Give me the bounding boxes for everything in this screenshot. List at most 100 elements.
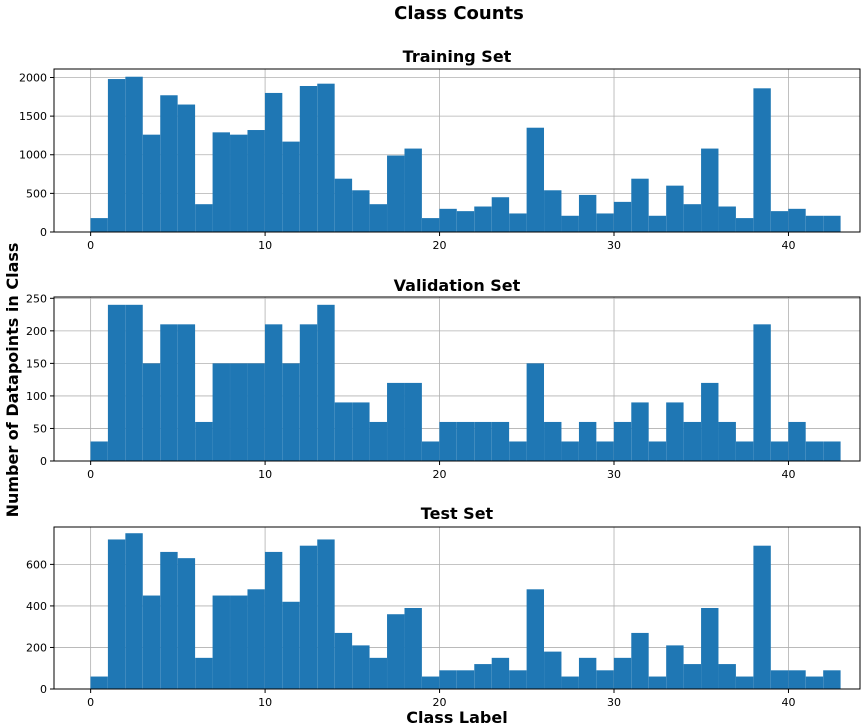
training-set-bar <box>735 218 754 232</box>
training-set-bar <box>578 194 597 232</box>
test-set-bar <box>439 670 457 689</box>
validation-set-bar <box>474 421 492 461</box>
test-set-bar <box>230 595 248 689</box>
test-set-bar <box>666 645 684 689</box>
test-set-title: Test Set <box>421 504 494 523</box>
test-set-bar <box>195 657 213 689</box>
training-set-xtick-label: 10 <box>258 239 272 252</box>
validation-set-bar <box>561 441 579 461</box>
validation-set-xtick-label: 40 <box>781 468 795 481</box>
validation-set-bar <box>160 324 178 461</box>
training-set-bar <box>282 141 300 232</box>
training-set-bar <box>753 88 771 232</box>
test-set-bar <box>683 664 702 689</box>
training-set-bar <box>718 206 736 232</box>
training-set-bar <box>544 190 562 232</box>
training-set-bar <box>317 83 335 232</box>
test-set-bar <box>404 608 422 689</box>
test-set-bar <box>578 657 597 689</box>
test-set-bar <box>177 558 196 689</box>
test-set-bar <box>544 651 562 689</box>
test-set-bar <box>648 676 667 689</box>
validation-set-bar <box>491 421 510 461</box>
validation-set-bar <box>334 402 353 461</box>
test-set-xtick-label: 30 <box>607 696 621 709</box>
training-set-bar <box>823 215 841 232</box>
test-set-ytick-label: 400 <box>26 600 47 613</box>
validation-set-bar <box>456 421 475 461</box>
test-set-bar <box>788 670 806 689</box>
validation-set-bar <box>439 421 457 461</box>
test-set-bar <box>369 657 387 689</box>
training-set-bar <box>230 134 248 232</box>
validation-set-ytick-label: 250 <box>26 292 47 305</box>
training-set-ytick-label: 0 <box>40 226 47 239</box>
test-set-axes-frame <box>53 526 861 690</box>
test-set-bar <box>212 595 230 689</box>
training-set-bar <box>474 206 492 232</box>
training-set-ytick-label: 1000 <box>19 149 47 162</box>
test-set-bar <box>823 670 841 689</box>
training-set-xtick-label: 30 <box>607 239 621 252</box>
test-set-bar <box>753 545 771 689</box>
validation-set-bar <box>596 441 614 461</box>
training-set-bar <box>526 127 545 232</box>
training-set-axes-frame <box>53 68 861 233</box>
training-set-bar <box>805 215 824 232</box>
test-set-xtick-label: 0 <box>87 696 94 709</box>
training-set-xtick-label: 40 <box>781 239 795 252</box>
test-set-bar <box>474 664 492 689</box>
validation-set-ytick-label: 0 <box>40 455 47 468</box>
training-set-bar <box>264 92 283 232</box>
test-set-bar <box>247 589 265 689</box>
training-set-bar <box>421 218 440 232</box>
test-set-bar <box>596 670 614 689</box>
training-set-bar <box>404 148 422 232</box>
validation-set-bar <box>683 421 702 461</box>
validation-set-bar <box>212 363 230 461</box>
validation-set-bar <box>195 421 213 461</box>
validation-set-bar <box>421 441 440 461</box>
test-set-xtick-label: 20 <box>433 696 447 709</box>
test-set-bar <box>90 676 108 689</box>
test-set-xtick-label: 40 <box>781 696 795 709</box>
training-set-bar <box>439 208 457 232</box>
test-set-bar <box>526 589 545 689</box>
training-set-bar <box>631 178 649 232</box>
figure-ylabel: Number of Datapoints in Class <box>3 243 22 518</box>
training-set-bar <box>788 208 806 232</box>
validation-set-bar <box>578 421 597 461</box>
validation-set-axes-frame <box>53 296 861 462</box>
training-set-bar <box>369 204 387 232</box>
training-set-bar <box>456 211 475 232</box>
validation-set-bar <box>404 382 422 461</box>
validation-set-bar <box>142 363 161 461</box>
test-set-bar <box>160 551 178 689</box>
validation-set-xtick-label: 30 <box>607 468 621 481</box>
validation-set-ytick-label: 50 <box>33 422 47 435</box>
test-set-bar <box>509 670 527 689</box>
training-set-panel: Training Set 0 10 20 30 40 0 500 1000 1500 2000 <box>19 47 861 252</box>
test-set-bar <box>317 539 335 689</box>
validation-set-title: Validation Set <box>394 276 521 295</box>
training-set-bar <box>212 132 230 232</box>
test-set-bar <box>631 632 649 689</box>
training-set-bar <box>613 201 632 232</box>
validation-set-bar <box>107 304 126 461</box>
test-set-bar <box>735 676 754 689</box>
training-set-bar <box>352 190 370 232</box>
training-set-xtick-label: 20 <box>433 239 447 252</box>
validation-set-bar <box>544 421 562 461</box>
validation-set-bar <box>788 421 806 461</box>
validation-set-bar <box>823 441 841 461</box>
training-set-bar <box>561 215 579 232</box>
training-set-bar <box>299 85 318 232</box>
training-set-bar <box>491 197 510 232</box>
test-set-bar <box>125 533 143 689</box>
training-set-bar <box>177 104 196 232</box>
training-set-bar <box>195 204 213 232</box>
validation-set-bar <box>90 441 108 461</box>
validation-set-bar <box>282 363 300 461</box>
